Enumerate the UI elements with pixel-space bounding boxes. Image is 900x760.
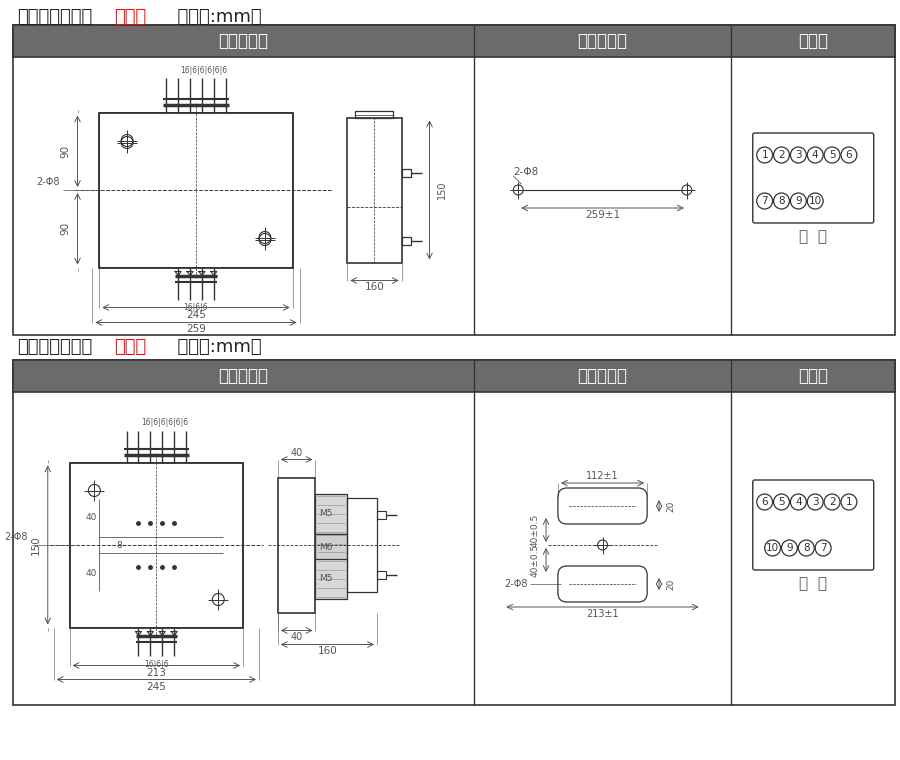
Text: 90: 90 [60, 222, 70, 236]
Text: 245: 245 [186, 309, 206, 319]
Bar [13, 25, 895, 335]
Text: 213±1: 213±1 [586, 609, 619, 619]
Text: 5: 5 [829, 150, 835, 160]
Text: 150: 150 [436, 181, 446, 199]
Text: 213: 213 [147, 667, 166, 677]
Text: 外形尺寸图: 外形尺寸图 [218, 32, 268, 50]
Text: 后接线: 后接线 [113, 338, 146, 356]
Text: 2-Φ8: 2-Φ8 [505, 579, 528, 589]
Text: 7: 7 [820, 543, 826, 553]
Text: 6: 6 [761, 497, 768, 507]
Text: 16|6|6|6|6|6: 16|6|6|6|6|6 [180, 66, 228, 75]
Text: 前  视: 前 视 [799, 230, 827, 245]
Text: 8: 8 [778, 196, 785, 206]
Text: 1: 1 [846, 497, 852, 507]
Text: 259: 259 [186, 325, 206, 334]
Text: 40: 40 [86, 568, 97, 578]
Text: 9: 9 [786, 543, 793, 553]
Bar [401, 237, 410, 245]
Bar [13, 360, 895, 705]
Text: 8: 8 [803, 543, 810, 553]
Text: 背  视: 背 视 [799, 577, 827, 591]
Text: 10: 10 [809, 196, 822, 206]
Text: 2: 2 [778, 150, 785, 160]
Bar [356, 110, 392, 118]
Bar [278, 477, 316, 613]
Bar [13, 360, 895, 392]
Text: 90: 90 [60, 144, 70, 158]
Text: 20: 20 [666, 578, 675, 590]
Text: M6: M6 [320, 543, 333, 553]
Text: 16|6|6|6|6|6: 16|6|6|6|6|6 [140, 418, 188, 427]
Text: （单位:mm）: （单位:mm） [166, 338, 262, 356]
Text: 8: 8 [116, 540, 122, 549]
Text: 2-Φ8: 2-Φ8 [513, 167, 538, 177]
Text: （单位:mm）: （单位:mm） [166, 8, 262, 26]
Text: 112±1: 112±1 [586, 471, 619, 481]
Bar [377, 511, 386, 519]
Text: 安装开孔图: 安装开孔图 [578, 32, 627, 50]
Text: M5: M5 [320, 509, 333, 518]
Text: 端子图: 端子图 [798, 32, 828, 50]
Bar [13, 25, 895, 57]
Text: 40: 40 [291, 632, 302, 642]
Text: 4: 4 [812, 150, 818, 160]
Text: 150: 150 [31, 535, 40, 555]
Text: 160: 160 [318, 647, 338, 657]
Text: 40±0.5: 40±0.5 [530, 513, 539, 546]
Text: 3: 3 [795, 150, 802, 160]
Bar [69, 463, 243, 628]
Bar [401, 169, 410, 176]
Text: 16|6|6: 16|6|6 [144, 660, 168, 669]
Text: 端子图: 端子图 [798, 367, 828, 385]
Text: 259±1: 259±1 [585, 210, 620, 220]
Text: 245: 245 [147, 682, 166, 692]
Text: 3: 3 [812, 497, 818, 507]
Text: M5: M5 [320, 575, 333, 583]
Text: 40: 40 [291, 448, 302, 458]
Text: 1: 1 [761, 150, 768, 160]
Text: 20: 20 [666, 500, 675, 511]
Text: 2: 2 [829, 497, 835, 507]
Text: 160: 160 [364, 283, 384, 293]
Text: 16|6|6: 16|6|6 [184, 303, 208, 312]
Text: 两相过流凸出式: 两相过流凸出式 [17, 8, 93, 26]
Text: 5: 5 [778, 497, 785, 507]
Text: 两相过流凸出式: 两相过流凸出式 [17, 338, 93, 356]
Text: 4: 4 [795, 497, 802, 507]
Bar [347, 118, 401, 262]
Text: 9: 9 [795, 196, 802, 206]
Text: 40: 40 [86, 512, 97, 521]
Text: 安装开孔图: 安装开孔图 [578, 367, 627, 385]
Text: 7: 7 [761, 196, 768, 206]
Text: 2-Φ8: 2-Φ8 [36, 177, 59, 187]
Bar [316, 494, 347, 534]
Text: 前接线: 前接线 [113, 8, 146, 26]
Bar [316, 534, 347, 561]
Text: 40±0.5: 40±0.5 [530, 543, 539, 577]
Bar [99, 112, 292, 268]
Bar [347, 498, 377, 592]
Bar [377, 571, 386, 578]
Text: 6: 6 [846, 150, 852, 160]
Bar [316, 559, 347, 599]
Text: 10: 10 [766, 543, 779, 553]
Text: 2-Φ8: 2-Φ8 [4, 532, 28, 542]
Text: 外形尺寸图: 外形尺寸图 [218, 367, 268, 385]
